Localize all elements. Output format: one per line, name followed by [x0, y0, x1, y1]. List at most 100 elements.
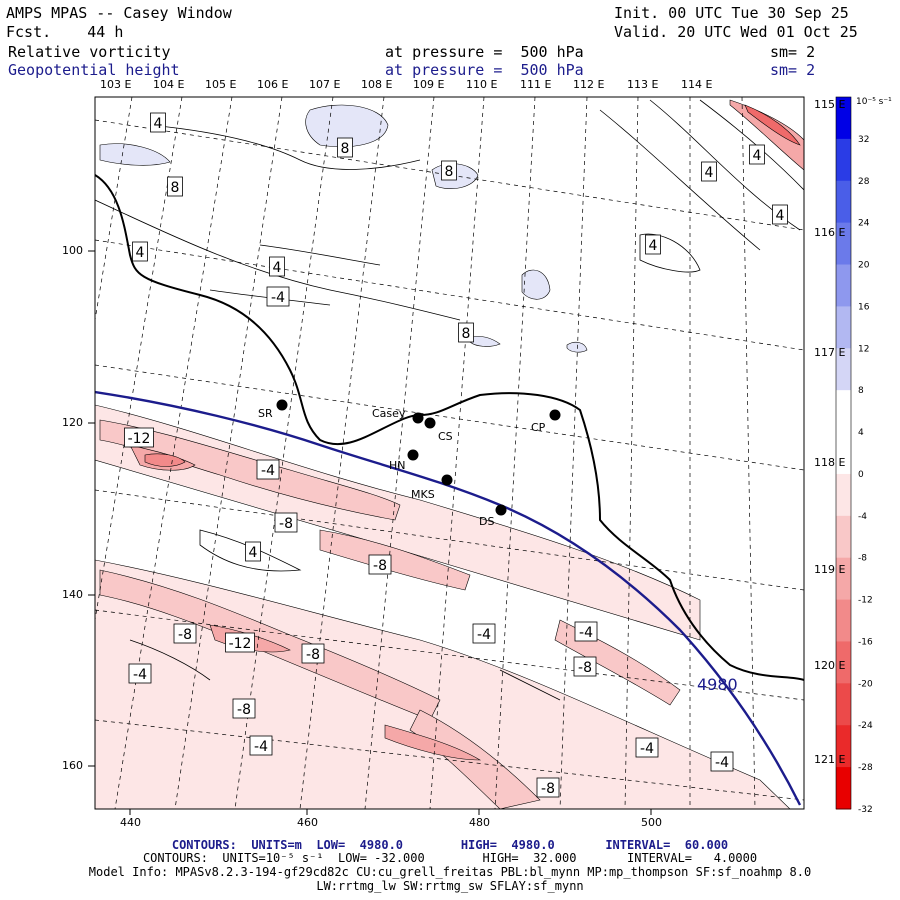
colorbar-swatch — [836, 264, 851, 307]
field2-name: Geopotential height — [8, 61, 180, 79]
contour-label: -4 — [574, 621, 598, 642]
contour-label: -4 — [128, 663, 152, 684]
contour-label: 8 — [441, 160, 457, 181]
contour-label: -8 — [301, 643, 325, 664]
contour-label-text: -4 — [477, 627, 491, 643]
station-label: CP — [531, 421, 546, 434]
contour-label-text: -8 — [306, 647, 320, 663]
x-tick-label: 500 — [641, 816, 662, 829]
contour-label-text: -4 — [715, 755, 729, 771]
colorbar-swatch — [836, 641, 851, 684]
field2-level: at pressure = 500 hPa — [385, 61, 584, 79]
station-label: Casey — [372, 407, 406, 420]
vorticity-contour-info: CONTOURS: UNITS=10⁻⁵ s⁻¹ LOW= -32.000 HI… — [142, 851, 758, 865]
top-longitude-label: 111 E — [520, 78, 552, 91]
colorbar-label: 20 — [858, 261, 870, 271]
contour-label-text: -8 — [279, 516, 293, 532]
contour-label: -12 — [124, 427, 154, 448]
contour-label: 4 — [132, 241, 148, 262]
contour-label: 4 — [645, 234, 661, 255]
top-longitude-label: 108 E — [361, 78, 393, 91]
contour-label-text: 4 — [776, 208, 785, 224]
y-tick-label: 140 — [62, 588, 83, 601]
station-label: HN — [389, 459, 406, 472]
station-label: CS — [438, 430, 453, 443]
vorticity-shading — [95, 99, 804, 809]
init-time: Init. 00 UTC Tue 30 Sep 25 — [614, 4, 849, 22]
station-marker — [424, 417, 436, 429]
right-longitude-label: 115 E — [814, 98, 846, 111]
contour-label-text: -12 — [229, 636, 252, 652]
model-info: Model Info: MPASv8.2.3-194-gf29cd82c CU:… — [88, 865, 812, 879]
contour-label-text: 4 — [154, 116, 163, 132]
height-contour-label: 4980 — [697, 675, 738, 694]
top-longitude-label: 105 E — [205, 78, 237, 91]
colorbar-swatch — [836, 725, 851, 768]
y-tick-label: 160 — [62, 759, 83, 772]
top-longitude-label: 112 E — [573, 78, 605, 91]
contour-label: -12 — [225, 632, 255, 653]
contour-label: 4 — [269, 256, 285, 277]
colorbar-swatch — [836, 515, 851, 559]
colorbar-label: 24 — [858, 219, 870, 229]
colorbar-swatch — [836, 138, 851, 182]
station-label: SR — [258, 407, 273, 420]
contour-label: -4 — [266, 286, 290, 307]
station-ds: DS — [479, 504, 507, 528]
colorbar-frame — [835, 96, 852, 810]
colorbar-label: 32 — [858, 135, 869, 145]
contour-label-text: 4 — [249, 545, 258, 561]
station-label: DS — [479, 515, 494, 528]
colorbar-label: 16 — [858, 302, 870, 312]
colorbar-swatch — [836, 180, 851, 224]
y-tick-label: 120 — [62, 416, 83, 429]
forecast-hour: Fcst. 44 h — [6, 23, 124, 41]
station-marker — [407, 449, 419, 461]
contour-label-text: -4 — [261, 463, 275, 479]
colorbar-label: -16 — [858, 637, 873, 647]
contour-label-text: 8 — [462, 326, 471, 342]
colorbar-swatch — [836, 473, 851, 517]
contour-label: -4 — [249, 735, 273, 756]
plot-frame — [94, 96, 805, 810]
field1-smoothing: sm= 2 — [770, 43, 816, 61]
station-marker — [495, 504, 507, 516]
right-longitude-label: 121 E — [814, 753, 846, 766]
contour-label-text: 4 — [649, 238, 658, 254]
contour-label: 8 — [458, 322, 474, 343]
model-info-line2: LW:rrtmg_lw SW:rrtmg_sw SFLAY:sf_mynn — [316, 879, 584, 893]
right-longitude-label: 120 E — [814, 659, 846, 672]
valid-time: Valid. 20 UTC Wed 01 Oct 25 — [614, 23, 858, 41]
station-mks: MKS — [411, 474, 453, 501]
right-longitude-label: 119 E — [814, 563, 846, 576]
right-longitude-label: 117 E — [814, 346, 846, 359]
field1-level: at pressure = 500 hPa — [385, 43, 584, 61]
x-tick-label: 440 — [120, 816, 141, 829]
contour-label: 4 — [245, 541, 261, 562]
station-cs: CS — [424, 417, 453, 443]
map-plot-area — [95, 97, 804, 809]
colorbar-swatch — [836, 557, 851, 601]
station-marker — [549, 409, 561, 421]
contour-label: -4 — [635, 737, 659, 758]
contour-label: -4 — [710, 751, 734, 772]
station-markers: SR Casey CS CP HN MKS DS — [258, 399, 561, 528]
contour-label-text: -4 — [640, 741, 654, 757]
contour-label-text: -4 — [133, 667, 147, 683]
station-marker — [441, 474, 453, 486]
top-longitude-label: 103 E — [100, 78, 132, 91]
colorbar-swatch — [836, 390, 851, 433]
contour-label-text: -8 — [373, 558, 387, 574]
contour-label-text: -4 — [271, 290, 285, 306]
station-cp: CP — [531, 409, 561, 434]
contour-label-text: 4 — [705, 165, 714, 181]
colorbar-label: 0 — [858, 470, 864, 480]
top-longitude-label: 109 E — [413, 78, 445, 91]
contour-label-text: -8 — [541, 781, 555, 797]
contour-label: -8 — [368, 554, 392, 575]
station-sr: SR — [258, 399, 288, 420]
right-longitude-label: 116 E — [814, 226, 846, 239]
contour-label: -4 — [256, 459, 280, 480]
contour-label-text: 8 — [445, 164, 454, 180]
